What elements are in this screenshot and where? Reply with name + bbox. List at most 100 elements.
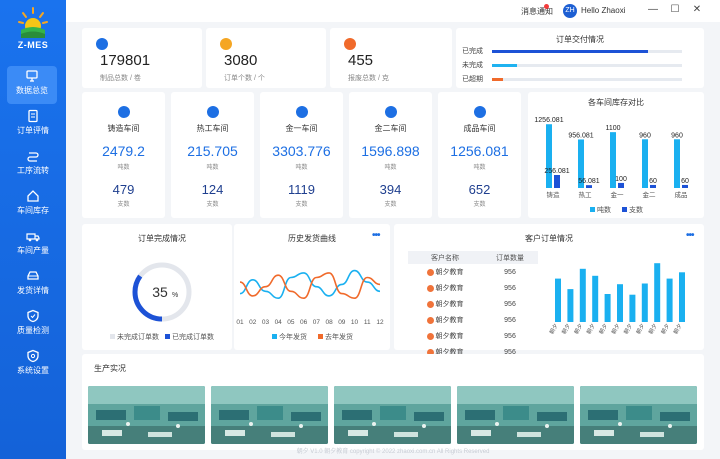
flow-icon	[27, 152, 39, 162]
customer-name-cell: 朝夕教育	[408, 296, 482, 312]
data-label: 960	[639, 132, 651, 139]
workshop-count: 394	[379, 182, 402, 197]
tick-label: 08	[325, 319, 333, 326]
workshop-tons: 3303.776	[272, 143, 331, 159]
sidebar-item-7[interactable]: 系统设置	[0, 346, 66, 386]
tons-label: 吨数	[117, 165, 130, 171]
sidebar-item-label: 质量检测	[17, 326, 49, 335]
tick-label: 朝夕	[634, 322, 646, 336]
sidebar-item-3[interactable]: 车间库存	[0, 186, 66, 226]
workshop-photo-2[interactable]	[211, 386, 328, 444]
stat-label: 订单个数 / 个	[224, 75, 265, 82]
tick-label: 03	[262, 319, 270, 326]
stat-card-orders: 3080 订单个数 / 个	[206, 28, 326, 88]
sunrise-logo-icon	[18, 7, 48, 38]
progress-fill	[492, 78, 504, 81]
table-row[interactable]: 朝夕教育 956	[408, 280, 538, 296]
workshop-card: 成品车间 1256.081 吨数 652 支数	[438, 92, 521, 218]
delivery-title: 订单交付情况	[556, 35, 604, 44]
workshop-tons: 1596.898	[361, 143, 420, 159]
table-row[interactable]: 朝夕教育 956	[408, 264, 538, 280]
bar-count	[682, 184, 688, 188]
chart-title: 各车间库存对比	[588, 97, 644, 107]
sidebar-item-1[interactable]: 订单评情	[0, 106, 66, 146]
maximize-button[interactable]: ☐	[670, 4, 680, 15]
sidebar-item-label: 数据总览	[16, 86, 48, 95]
bar-tons	[674, 139, 680, 188]
tick-label: 04	[275, 319, 283, 326]
workshop-tons: 2479.2	[102, 143, 145, 159]
factory-floor-image	[334, 386, 451, 444]
data-label: 1100	[605, 125, 620, 132]
workshop-count: 479	[112, 182, 135, 197]
user-greeting[interactable]: Hello Zhaoxi	[581, 6, 626, 15]
customer-name: 朝夕教育	[435, 317, 464, 324]
table-row[interactable]: 朝夕教育 956	[408, 328, 538, 344]
avatar[interactable]: ZH	[563, 4, 577, 18]
workshop-photo-5[interactable]	[580, 386, 697, 444]
sidebar-item-0[interactable]: 数据总览	[7, 66, 57, 104]
tick-label: 09	[338, 319, 346, 326]
bar-tons	[546, 124, 552, 188]
notifications-link[interactable]: 消息通知	[521, 7, 553, 16]
sidebar-item-2[interactable]: 工序流转	[0, 146, 66, 186]
stat-value: 3080	[224, 52, 258, 69]
bar-count	[554, 174, 560, 188]
stat-value: 179801	[100, 52, 151, 69]
bar	[604, 294, 611, 322]
count-label: 支数	[206, 202, 219, 208]
tick-label: 07	[313, 319, 321, 326]
legend-swatch	[110, 334, 115, 339]
table-row[interactable]: 朝夕教育 956	[408, 344, 538, 360]
workshop-name: 热工车间	[196, 124, 229, 133]
bar-count	[650, 184, 656, 188]
stat-card-scrap: 455 报废总数 / 克	[330, 28, 452, 88]
minimize-button[interactable]: —	[648, 4, 658, 15]
car-icon	[27, 271, 39, 280]
sidebar-item-5[interactable]: 发货详情	[0, 266, 66, 306]
bar	[567, 289, 574, 322]
tick-label: 铸造	[547, 190, 561, 199]
legend-entry: 今年发货	[279, 332, 307, 341]
column-header: 客户名称	[408, 251, 482, 264]
order-count-cell: 956	[504, 348, 516, 356]
legend-entry: 未完成订单数	[117, 332, 159, 341]
data-label: 1256.081	[534, 117, 563, 124]
table-row[interactable]: 朝夕教育 956	[408, 312, 538, 328]
workshop-name: 铸造车间	[107, 124, 140, 133]
workshop-card: 铸造车间 2479.2 吨数 479 支数	[82, 92, 165, 218]
tick-label: 朝夕	[547, 322, 559, 336]
inventory-chart: 各车间库存对比 1256.081 256.081 铸造 956.081 56.081 热工 1…	[534, 97, 689, 214]
progress-fill	[492, 64, 517, 67]
tick-label: 朝夕	[584, 322, 596, 336]
data-label: 100	[615, 176, 627, 183]
count-label: 支数	[295, 202, 308, 208]
chart-icon	[385, 106, 397, 118]
tick-label: 朝夕	[646, 322, 658, 336]
customer-icon	[426, 348, 434, 356]
tick-label: 朝夕	[659, 322, 671, 336]
bar	[617, 284, 623, 322]
workshop-photo-1[interactable]	[88, 386, 205, 444]
tick-label: 成品	[675, 190, 688, 199]
legend-swatch	[165, 334, 170, 339]
more-button[interactable]: •••	[372, 230, 380, 241]
factory-floor-image	[580, 386, 697, 444]
sidebar-item-4[interactable]: 车间产量	[0, 226, 66, 266]
close-button[interactable]: ✕	[692, 4, 702, 15]
delivery-label: 未完成	[462, 62, 483, 69]
stat-label: 报废总数 / 克	[348, 75, 389, 82]
sidebar-item-6[interactable]: 质量检测	[0, 306, 66, 346]
customer-name: 朝夕教育	[435, 269, 464, 276]
workshop-photo-4[interactable]	[457, 386, 574, 444]
legend-entry: 已完成订单数	[172, 332, 214, 341]
donut-center-unit: %	[172, 292, 178, 299]
production-title: 生产实况	[94, 364, 126, 373]
workshop-photo-3[interactable]	[334, 386, 451, 444]
chart-icon	[344, 38, 356, 50]
data-label: 60	[681, 178, 689, 185]
bar	[679, 272, 685, 322]
data-label: 956.081	[568, 132, 593, 139]
table-row[interactable]: 朝夕教育 956	[408, 296, 538, 312]
more-button[interactable]: •••	[686, 230, 694, 241]
